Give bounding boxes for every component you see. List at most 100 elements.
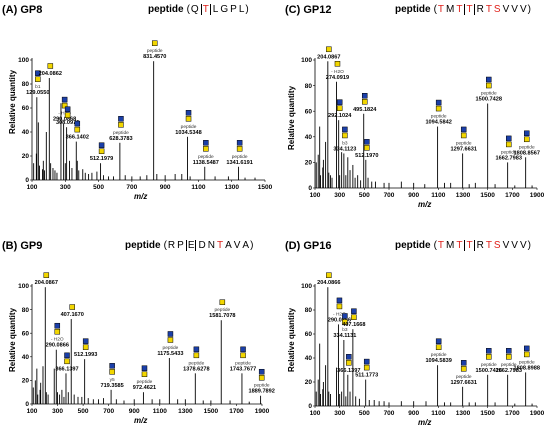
y-tick-label: 40 [22,129,30,136]
residue: S [493,4,501,15]
peak-label: 1889.7892 [248,389,274,395]
x-tick-label: 1300 [456,192,471,199]
glycan-square-icon [47,63,54,69]
glycan-square-icon [258,374,265,381]
glycan-square-icon [61,96,68,103]
glycan-structure-icon [460,360,467,372]
glycan-structure-icon [54,322,61,335]
panel-title: (A) GP8 [2,4,43,16]
residue: P [177,240,184,251]
residue: Q [190,4,199,15]
panel-title: (B) GP9 [2,240,43,252]
peak-label: peptide [481,91,497,97]
peak-label: 204.0867 [317,54,340,60]
glycan-square-icon [185,116,192,122]
peak-label: 1500.7428 [476,97,502,103]
glycan-square-icon [486,76,492,83]
x-tick-label: 1900 [530,410,545,417]
glycan-structure-icon [35,70,41,82]
residue: T [200,4,211,15]
peak-label: 334.1123 [333,146,356,152]
x-tick-label: 1500 [480,192,495,199]
peak-label: 290.0868 [53,117,76,123]
glycan-square-icon [98,148,105,154]
y-tick-label: 0 [25,177,29,184]
peak-label: peptide [232,154,248,160]
y-tick-label: 40 [305,355,313,362]
x-tick-label: 1100 [431,410,445,417]
peak-label: b3 [342,140,348,146]
glycan-structure-icon [61,96,68,109]
x-tick-label: 300 [60,184,71,191]
glycan-square-icon [524,345,530,352]
glycan-structure-icon [342,126,348,139]
glycan-square-icon [141,371,148,377]
residue: R [167,240,176,251]
glycan-structure-icon [109,363,115,375]
spectrum-plot: 0 20 40 60 80 100 100 300 500 700 900 1100 1300 1500 b… [18,40,273,191]
glycan-square-icon [460,132,467,139]
glycan-square-icon [82,338,89,344]
x-tick-label: 1900 [255,408,270,415]
peak-label: peptide [519,359,535,365]
glycan-square-icon [118,122,124,128]
peak-label: 512.1979 [90,156,113,162]
peak-label: peptide [501,362,517,368]
glycan-square-icon [64,106,71,112]
x-tick-label: 500 [93,184,104,191]
x-tick-label: 1900 [530,192,545,199]
glycan-structure-icon [203,140,209,152]
glycan-structure-icon [240,346,246,359]
peak-label: 1500.7428 [476,368,502,374]
peak-label: 972.4621 [133,385,156,391]
residue: L [212,4,219,15]
y-tick-label: 20 [305,379,313,386]
panel-title: (D) GP16 [285,240,332,252]
glycan-square-icon [54,322,61,329]
glycan-square-icon [351,314,357,320]
glycan-square-icon [185,110,192,116]
glycan-structure-icon [82,338,89,350]
glycan-square-icon [74,126,81,133]
glycan-square-icon [69,304,75,310]
peak-label: 1138.5487 [193,160,219,166]
glycan-structure-icon [141,365,148,377]
peak-label: peptide [456,374,472,380]
x-tick-label: 100 [310,192,321,199]
peak-label: peptide [181,124,197,130]
peptide-prefix: peptide [148,4,184,15]
glycan-square-icon [460,360,467,366]
glycan-structure-icon [435,99,442,112]
peak-label: 292.1024 [328,113,352,119]
x-tick-label: 700 [126,184,137,191]
glycan-square-icon [342,319,348,325]
peak-label: 1094.5839 [425,358,451,364]
glycan-square-icon [435,338,442,344]
peak-label: 1581.7078 [209,313,235,319]
glycan-square-icon [64,112,71,118]
glycan-square-icon [460,366,467,372]
peak-label: 334.1131 [333,333,356,339]
glycan-square-icon [342,132,348,139]
y-tick-label: 20 [305,160,313,167]
glycan-square-icon [82,344,89,350]
x-axis-label: m/z [134,416,148,425]
x-tick-label: 1100 [431,192,445,199]
glycan-square-icon [505,135,512,142]
glycan-square-icon [363,358,370,365]
peak-label: - H2O [51,337,64,343]
glycan-square-icon [193,346,200,353]
spectrum-plot: 0 20 40 60 80 100 100 300 500 700 900 1100 1300 1500 1… [301,272,545,417]
peak-label: peptide [519,144,535,150]
peak-label: 366.1402 [66,135,89,141]
glycan-square-icon [336,297,343,304]
peak-label: 1743.7677 [230,366,256,372]
peptide-sequence: peptide (Q T L G P L) [148,4,249,15]
peptide-sequence: peptide (T M T T R T S V V V) [395,4,531,15]
peak-label: 831.4570 [143,54,166,60]
glycan-square-icon [486,82,492,89]
glycan-structure-icon [118,116,124,128]
spectrum-plot: 0 20 40 60 80 100 100 300 500 700 900 1100 1300 1500 1… [301,46,545,199]
glycan-structure-icon [185,110,192,122]
glycan-structure-icon [336,99,343,111]
